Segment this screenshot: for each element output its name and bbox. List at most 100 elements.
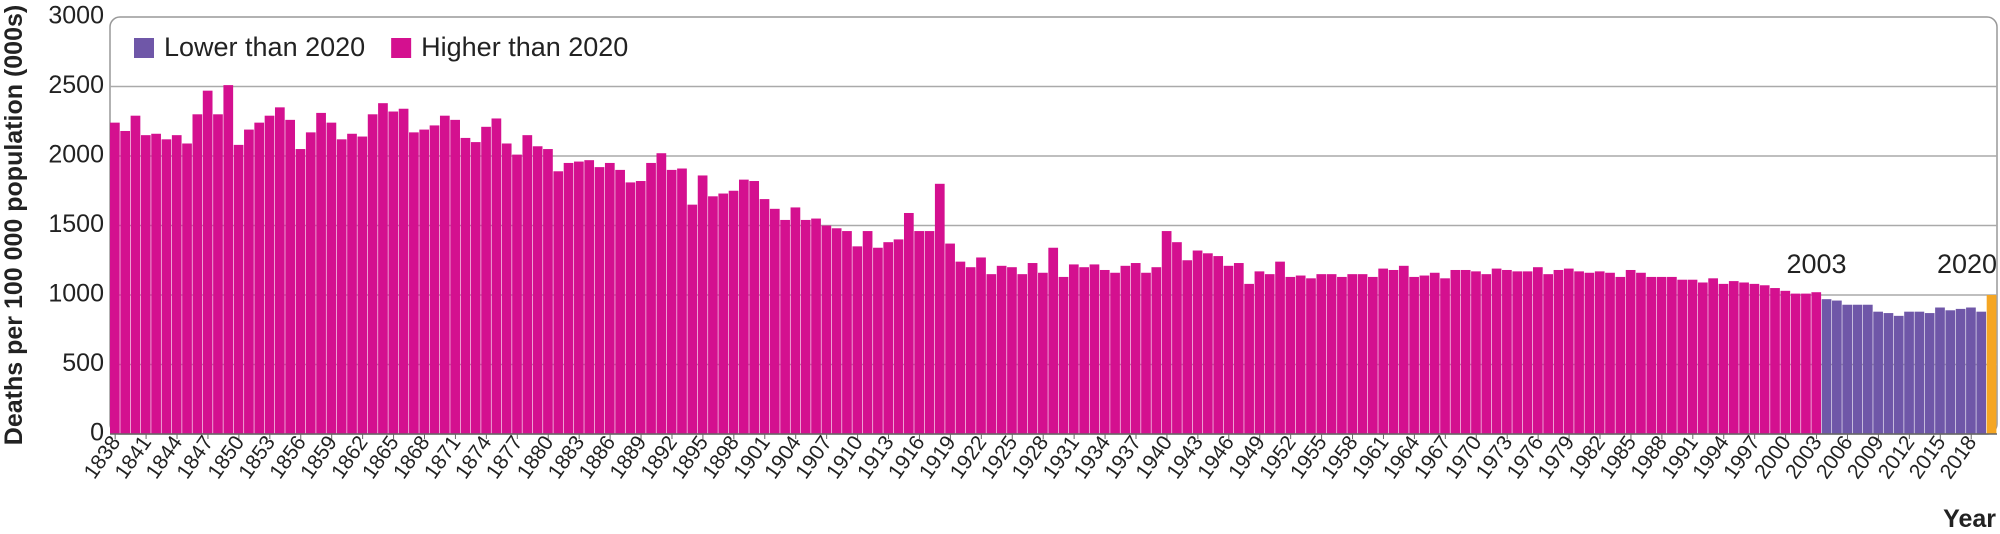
bar (945, 243, 955, 434)
bar (1450, 269, 1461, 434)
bar (130, 115, 141, 434)
bar (1718, 283, 1729, 434)
bar (1398, 265, 1409, 434)
bar (1306, 278, 1316, 434)
bar (1068, 264, 1079, 434)
bar (1491, 268, 1502, 434)
bar (1532, 267, 1543, 434)
bar (1852, 304, 1863, 434)
bar (233, 144, 244, 434)
bar (1481, 274, 1492, 434)
bar (1739, 282, 1749, 434)
bar (1697, 282, 1708, 434)
bar (1677, 279, 1688, 434)
bar (439, 115, 450, 434)
bar (378, 103, 388, 435)
bar (873, 247, 883, 434)
bar (563, 162, 574, 434)
bar (1821, 299, 1832, 434)
bar (285, 119, 296, 435)
bar (1409, 276, 1419, 434)
bar (1893, 315, 1904, 434)
bar (1089, 264, 1100, 434)
bar (264, 115, 275, 434)
bar (1141, 272, 1151, 434)
bar (1801, 293, 1811, 434)
bar (955, 261, 966, 434)
y-tick-label: 2000 (48, 141, 104, 169)
bar (1285, 276, 1296, 434)
bar (254, 122, 265, 434)
bar (790, 207, 801, 434)
y-tick-label: 0 (90, 419, 104, 447)
y-axis-label: Deaths per 100 000 population (000s) (0, 5, 28, 445)
bar (1151, 267, 1162, 434)
bar (1656, 276, 1667, 434)
bar (1347, 274, 1358, 434)
bar (543, 149, 553, 435)
bar (1749, 283, 1760, 434)
bar (811, 218, 821, 434)
bar (635, 181, 646, 434)
bar (1976, 311, 1987, 434)
bar (893, 239, 904, 434)
bar (1605, 272, 1615, 434)
bar (749, 181, 760, 434)
bar (1636, 272, 1646, 434)
bar (986, 274, 997, 434)
bar (934, 183, 945, 434)
bar (1553, 269, 1564, 434)
x-axis-label: Year (1943, 505, 1996, 533)
bar (1594, 271, 1605, 434)
bar (903, 212, 914, 434)
bar (1966, 307, 1976, 434)
bar (1264, 274, 1275, 434)
bar (1924, 313, 1935, 434)
bar (357, 136, 368, 435)
bar (821, 225, 832, 434)
bar (171, 135, 182, 434)
bar (594, 167, 605, 434)
bar (584, 160, 595, 435)
bar (1130, 263, 1141, 434)
bar (1790, 293, 1801, 434)
bar (1584, 272, 1595, 434)
bar (1440, 278, 1450, 434)
bar (481, 126, 491, 434)
bar (1254, 271, 1265, 434)
bar (336, 139, 347, 434)
bar (1182, 260, 1193, 434)
bar (883, 242, 894, 434)
bar (501, 143, 512, 435)
bar (1615, 276, 1626, 434)
bar (842, 231, 852, 434)
bar (429, 125, 440, 435)
bar (192, 114, 203, 435)
bar (1543, 274, 1554, 434)
bar (305, 132, 316, 434)
bar (398, 108, 409, 435)
bar (1945, 310, 1956, 434)
annotation: 2020 (1937, 249, 1997, 279)
bar (1522, 271, 1533, 434)
bar (615, 169, 625, 434)
bar (1460, 269, 1471, 434)
bar (274, 107, 285, 434)
bar (1048, 247, 1059, 434)
bar (697, 175, 708, 434)
bar (1110, 272, 1120, 434)
bar (759, 199, 770, 434)
bar (1203, 253, 1213, 434)
bar (646, 162, 656, 434)
bar (213, 114, 223, 435)
bar (666, 169, 677, 434)
bar (295, 149, 306, 435)
legend-swatch (134, 38, 154, 58)
bar (1079, 267, 1089, 434)
bar (1368, 276, 1378, 434)
bar (470, 142, 481, 434)
bar (1574, 271, 1584, 434)
bar (831, 228, 842, 434)
bar (718, 193, 729, 434)
